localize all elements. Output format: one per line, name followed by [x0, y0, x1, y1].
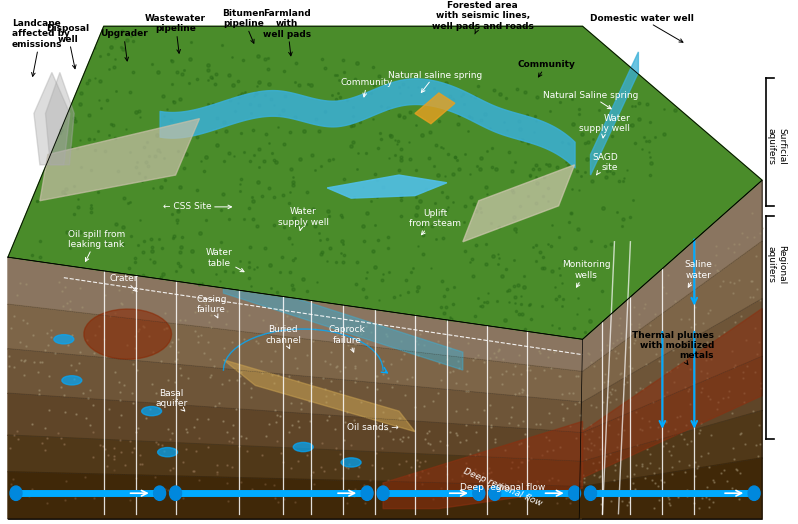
Polygon shape [8, 304, 583, 402]
Ellipse shape [377, 486, 389, 500]
Text: Landcape
affected by
emissions: Landcape affected by emissions [12, 19, 70, 77]
Ellipse shape [293, 442, 313, 452]
Ellipse shape [341, 458, 361, 467]
Polygon shape [327, 175, 447, 198]
Text: Crater: Crater [109, 274, 138, 291]
Polygon shape [223, 360, 415, 432]
Text: Water
supply well: Water supply well [278, 208, 329, 231]
Ellipse shape [10, 486, 22, 500]
Text: Deep regional flow: Deep regional flow [462, 466, 543, 508]
Ellipse shape [153, 486, 166, 500]
Text: Wastewater
pipeline: Wastewater pipeline [145, 14, 206, 53]
Text: Oil sands →: Oil sands → [347, 423, 399, 432]
Text: Natural Saline spring: Natural Saline spring [543, 91, 638, 109]
Text: Monitoring
wells: Monitoring wells [563, 260, 610, 287]
Ellipse shape [361, 486, 373, 500]
Polygon shape [583, 356, 762, 462]
Polygon shape [415, 93, 455, 124]
Polygon shape [591, 52, 638, 175]
Text: Community: Community [341, 78, 393, 97]
Text: Caprock
failure: Caprock failure [329, 325, 365, 352]
Text: Farmland
with
well pads: Farmland with well pads [263, 9, 311, 56]
Polygon shape [8, 26, 762, 339]
Ellipse shape [488, 486, 501, 500]
Polygon shape [8, 393, 583, 462]
Text: Upgrader: Upgrader [100, 29, 148, 61]
Text: Buried
channel: Buried channel [265, 325, 302, 348]
Polygon shape [8, 435, 583, 487]
Polygon shape [583, 309, 762, 478]
Polygon shape [45, 72, 74, 165]
Text: ← CSS Site: ← CSS Site [163, 202, 231, 211]
Ellipse shape [584, 486, 596, 500]
Polygon shape [223, 275, 463, 370]
Text: Community: Community [518, 60, 575, 77]
Text: SAGD
site: SAGD site [593, 152, 618, 175]
Text: Water
table: Water table [206, 248, 244, 272]
Ellipse shape [749, 486, 760, 500]
Text: Disposal
well: Disposal well [46, 24, 89, 69]
Ellipse shape [157, 447, 177, 457]
Ellipse shape [61, 376, 81, 385]
Polygon shape [583, 241, 762, 402]
Ellipse shape [568, 486, 580, 500]
Polygon shape [583, 410, 762, 487]
Text: Surficial
aquifers: Surficial aquifers [767, 128, 786, 165]
Polygon shape [8, 349, 583, 433]
Text: Casing
failure: Casing failure [196, 294, 227, 318]
Text: Regional
aquifers: Regional aquifers [767, 245, 786, 285]
Polygon shape [463, 165, 575, 242]
Text: Thermal plumes
with mobilized
metals: Thermal plumes with mobilized metals [632, 331, 714, 364]
Polygon shape [383, 421, 583, 509]
Text: Natural saline spring: Natural saline spring [388, 71, 482, 92]
Text: Bitumen
pipeline: Bitumen pipeline [222, 9, 265, 43]
Ellipse shape [169, 486, 182, 500]
Text: Deep regional flow: Deep regional flow [460, 483, 545, 492]
Text: Saline
water: Saline water [685, 260, 712, 287]
Text: Basal
aquifer: Basal aquifer [156, 389, 188, 411]
Polygon shape [40, 118, 200, 201]
Text: Oil spill from
leaking tank: Oil spill from leaking tank [68, 230, 125, 261]
Polygon shape [583, 299, 762, 433]
Text: Forested area
with seismic lines,
well pads and roads: Forested area with seismic lines, well p… [432, 1, 534, 34]
Text: Water
supply well: Water supply well [579, 114, 630, 138]
Text: Uplift
from steam: Uplift from steam [409, 209, 461, 235]
Polygon shape [8, 257, 583, 372]
Ellipse shape [472, 486, 484, 500]
Polygon shape [84, 309, 172, 359]
Ellipse shape [141, 407, 161, 416]
Polygon shape [583, 180, 762, 372]
Polygon shape [8, 472, 583, 519]
Polygon shape [34, 72, 69, 165]
Polygon shape [583, 458, 762, 519]
Text: Domestic water well: Domestic water well [591, 14, 694, 42]
Ellipse shape [54, 335, 73, 344]
